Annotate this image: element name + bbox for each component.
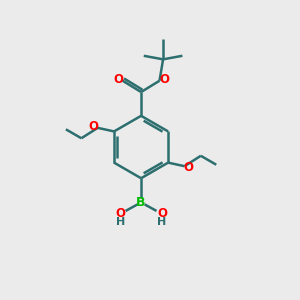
- Text: O: O: [88, 120, 98, 133]
- Text: H: H: [116, 217, 125, 227]
- Text: O: O: [113, 73, 124, 86]
- Text: O: O: [159, 73, 169, 86]
- Text: O: O: [157, 207, 167, 220]
- Text: O: O: [115, 207, 125, 220]
- Text: H: H: [157, 217, 167, 227]
- Text: O: O: [184, 161, 194, 174]
- Text: B: B: [136, 196, 146, 208]
